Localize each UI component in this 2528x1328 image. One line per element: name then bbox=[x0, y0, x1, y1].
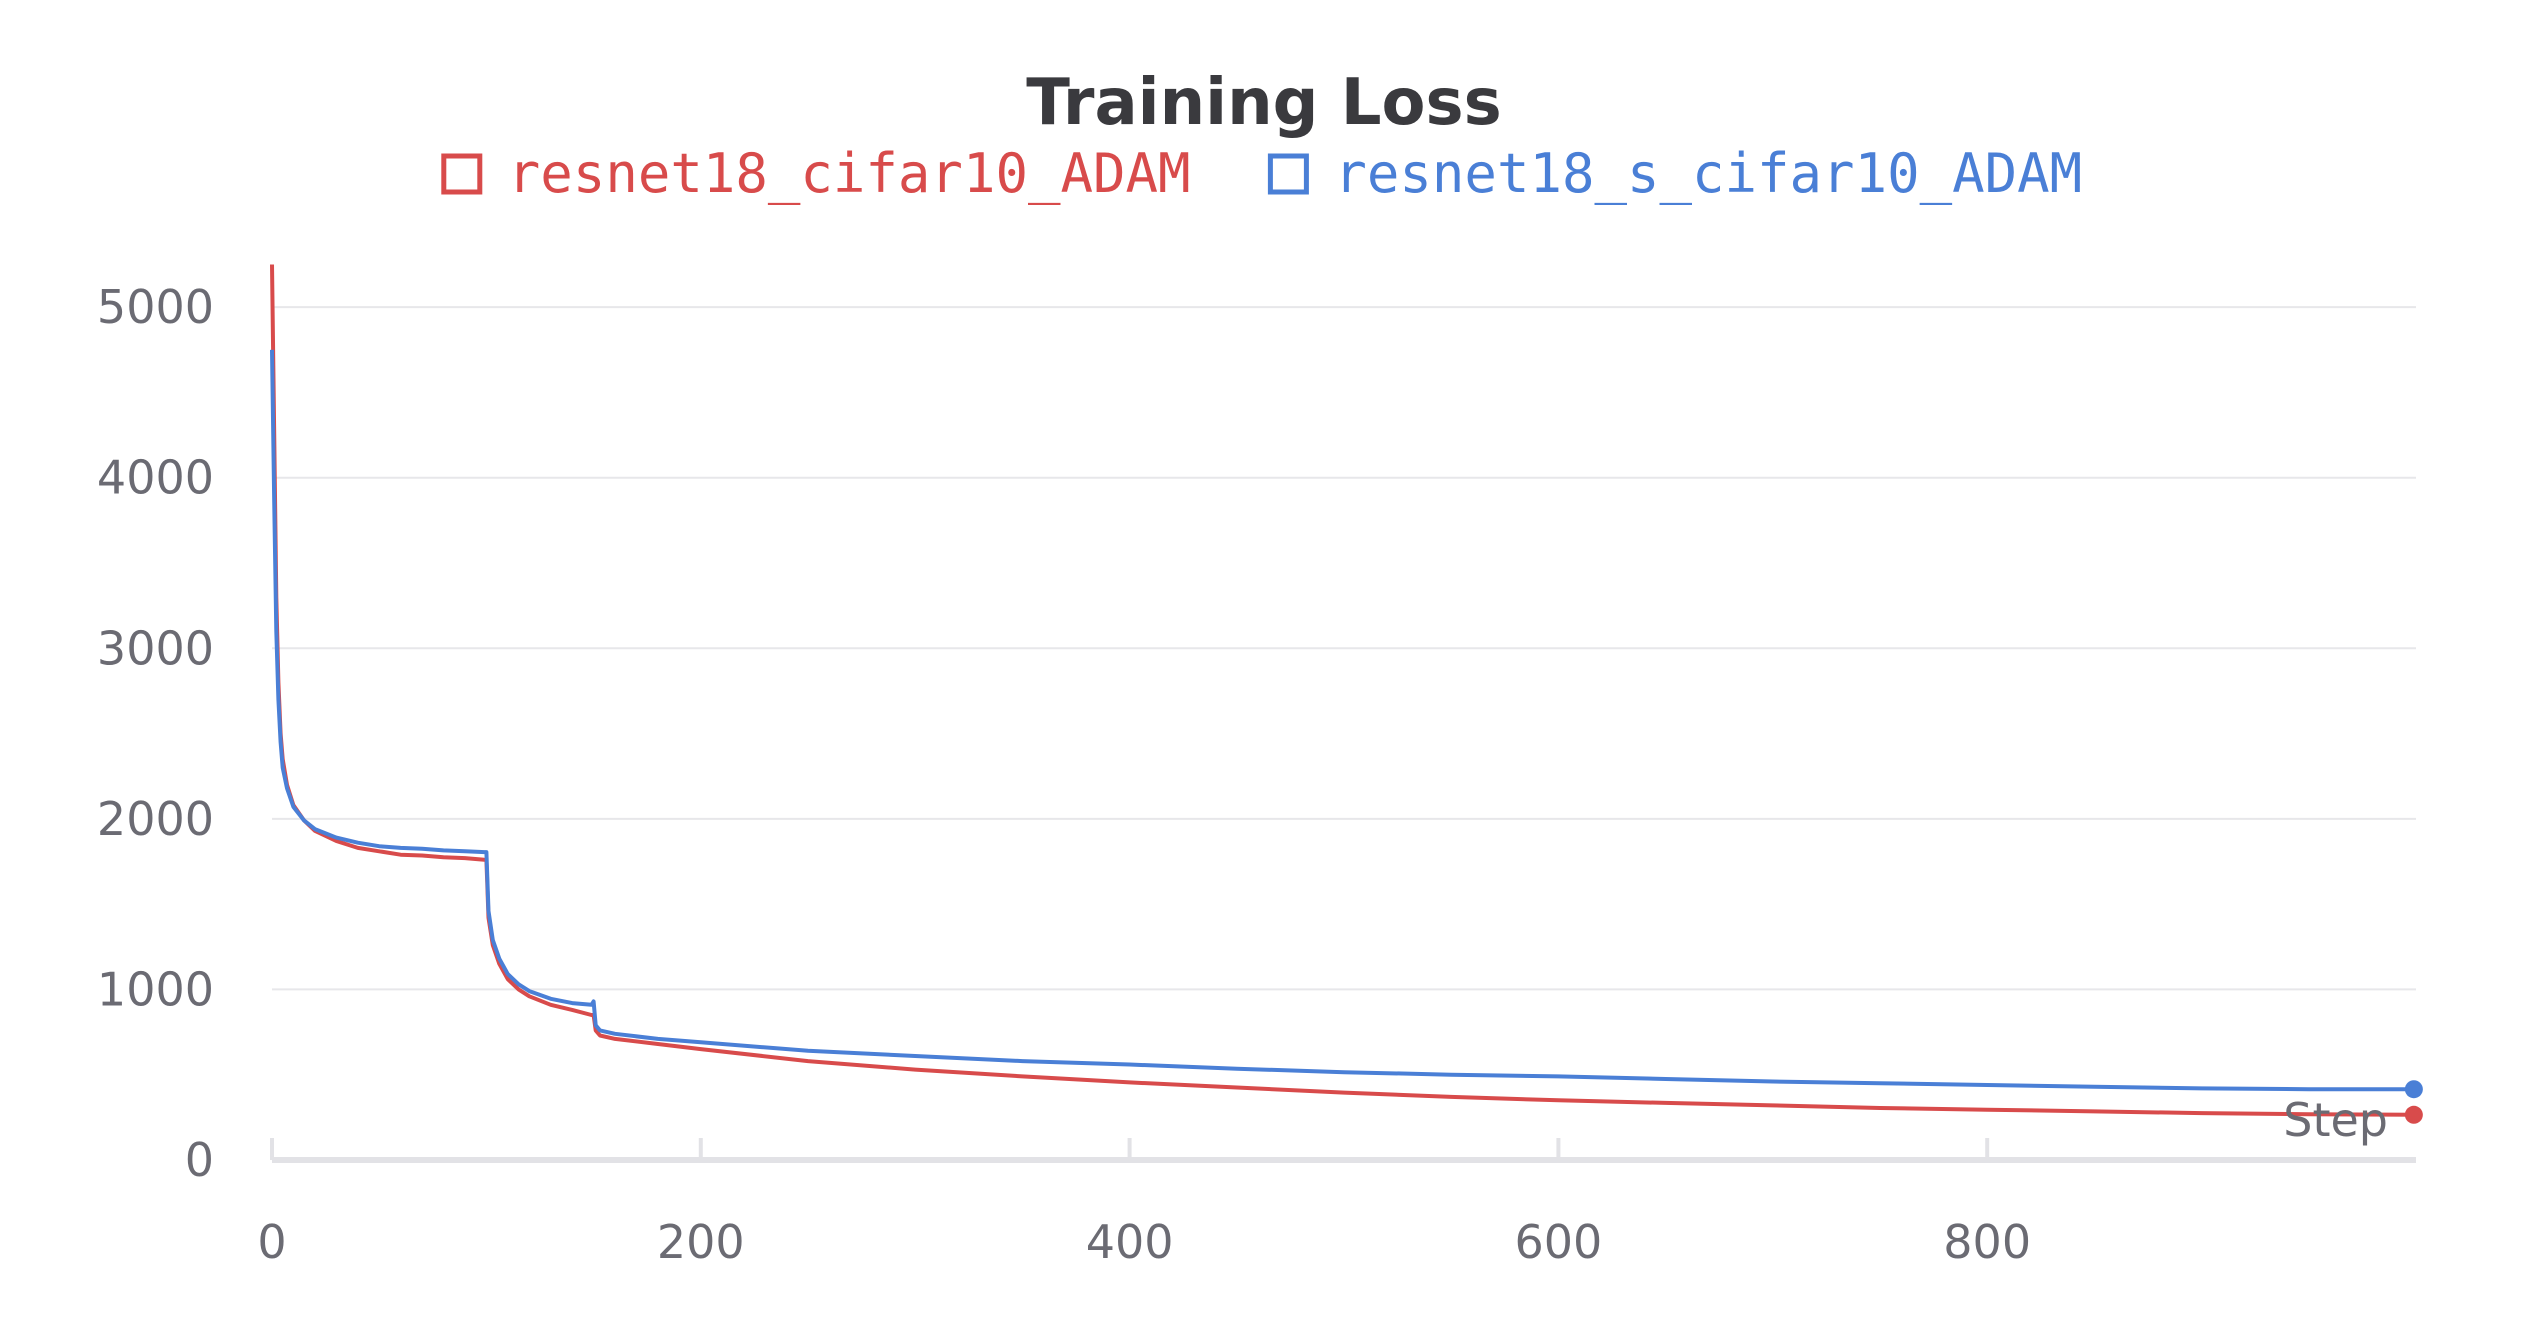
y-tick-label: 4000 bbox=[97, 451, 214, 505]
y-tick-label: 2000 bbox=[97, 792, 214, 846]
grid-lines bbox=[272, 306, 2416, 991]
y-tick-label: 3000 bbox=[97, 621, 214, 675]
y-tick-label: 1000 bbox=[97, 962, 214, 1016]
series-line-1 bbox=[270, 264, 2414, 1117]
legend-swatch-2 bbox=[1267, 153, 1309, 195]
y-tick-label: 5000 bbox=[97, 280, 214, 334]
x-axis: 0 200 400 600 800 bbox=[257, 1138, 2416, 1269]
series-end-point-2 bbox=[2404, 1080, 2423, 1099]
x-tick-label: 200 bbox=[657, 1215, 745, 1269]
x-tick-label: 600 bbox=[1514, 1215, 1602, 1269]
series-line-2 bbox=[270, 349, 2414, 1092]
legend-label-2: resnet18_s_cifar10_ADAM bbox=[1334, 142, 2082, 205]
x-tick-label: 400 bbox=[1086, 1215, 1174, 1269]
y-axis-ticks: 0 1000 2000 3000 4000 5000 bbox=[97, 280, 214, 1187]
series-end-point-1 bbox=[2404, 1105, 2423, 1124]
x-tick-label: 0 bbox=[257, 1215, 286, 1269]
x-axis-label: Step bbox=[2283, 1093, 2388, 1147]
chart-title: Training Loss bbox=[1026, 66, 1501, 140]
y-tick-label: 0 bbox=[185, 1133, 214, 1187]
x-tick-label: 800 bbox=[1943, 1215, 2031, 1269]
legend-label-1: resnet18_cifar10_ADAM bbox=[508, 142, 1191, 205]
legend: resnet18_cifar10_ADAM resnet18_s_cifar10_… bbox=[441, 142, 2082, 205]
series-lines bbox=[270, 264, 2423, 1124]
legend-swatch-1 bbox=[441, 153, 483, 195]
